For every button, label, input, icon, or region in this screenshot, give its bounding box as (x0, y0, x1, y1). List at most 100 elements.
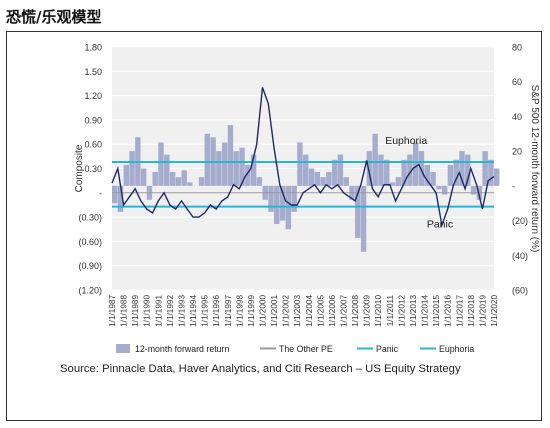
bar (337, 154, 344, 186)
x-tick-label: 1/1/2017 (455, 295, 464, 327)
bar (175, 177, 182, 186)
bar (268, 185, 274, 212)
bar (418, 151, 425, 186)
right-axis-label: S&P 500 12-month forward return (%) (529, 85, 540, 253)
bar (430, 171, 436, 186)
bar (140, 168, 147, 186)
y2-tick-label: 20 (512, 147, 522, 157)
bar (256, 177, 263, 186)
y2-tick-label: (60) (512, 286, 528, 296)
annotation-label: Panic (427, 219, 453, 231)
annotations: Euphoria Panic (385, 135, 453, 230)
bar (303, 154, 309, 186)
bar (470, 185, 477, 195)
bar (314, 171, 320, 186)
x-tick-label: 1/1/1988 (120, 295, 129, 327)
bar (447, 165, 454, 186)
bar (482, 151, 488, 186)
y-tick-label: 0.30 (84, 164, 102, 174)
bar (465, 154, 471, 186)
bar (123, 165, 129, 186)
bar (488, 159, 494, 186)
bar (436, 185, 442, 190)
bar (389, 182, 396, 186)
right-axis-ticks: 80 60 40 20 - (20) (40) (60) (512, 43, 528, 296)
y-tick-label: 0.90 (84, 115, 102, 125)
x-tick-label: 1/1/2006 (328, 295, 337, 327)
bar (152, 171, 158, 186)
y-tick-label: (0.30) (78, 213, 102, 223)
bar (459, 151, 465, 186)
x-tick-label: 1/1/2005 (316, 295, 325, 327)
bar (378, 154, 384, 186)
x-tick-label: 1/1/1996 (212, 295, 221, 327)
bar (117, 185, 124, 212)
x-tick-label: 1/1/2012 (397, 295, 406, 327)
page-title: 恐慌/乐观模型 (6, 8, 102, 26)
x-axis-ticks: 1/1/1987 1/1/1988 1/1/1989 1/1/1990 1/1/1991… (108, 295, 499, 327)
bar (326, 171, 332, 186)
threshold-lines (112, 161, 494, 208)
bar (355, 185, 361, 238)
left-axis-label: Composite (74, 144, 85, 192)
x-tick-label: 1/1/2008 (351, 295, 360, 327)
bar (453, 159, 459, 186)
y-tick-label: 1.20 (84, 91, 102, 101)
x-tick-label: 1/1/2013 (409, 295, 418, 327)
bar (494, 168, 500, 186)
bar (320, 177, 326, 186)
x-tick-label: 1/1/2019 (478, 295, 487, 327)
the-other-pe-line (111, 87, 495, 228)
bar (407, 154, 413, 186)
x-tick-label: 1/1/1999 (247, 295, 256, 327)
y-tick-label: 1.50 (84, 67, 102, 77)
bar (129, 151, 135, 186)
x-tick-label: 1/1/1993 (178, 295, 187, 327)
bar (412, 142, 419, 186)
x-tick-label: 1/1/2003 (293, 295, 302, 327)
bar (187, 182, 193, 186)
y2-tick-label: (40) (512, 251, 528, 261)
x-tick-label: 1/1/1991 (154, 295, 163, 327)
bar (112, 185, 118, 204)
x-tick-label: 1/1/2018 (467, 295, 476, 327)
bar (384, 159, 390, 186)
y2-tick-label: 60 (512, 77, 522, 87)
bar (401, 159, 407, 186)
bar (441, 185, 448, 195)
x-tick-label: 1/1/1994 (189, 295, 198, 327)
y-tick-label: 1.80 (84, 43, 102, 53)
legend-label: The Other PE (279, 344, 333, 354)
bar (291, 185, 297, 212)
x-tick-label: 1/1/1990 (143, 295, 152, 327)
x-tick-label: 1/1/2001 (270, 295, 279, 327)
y-tick-label: 0.60 (84, 140, 102, 150)
bar (169, 171, 176, 186)
bar (297, 142, 303, 186)
y-tick-label: (0.90) (78, 261, 102, 271)
legend-label: 12-month forward return (135, 344, 229, 354)
left-axis-ticks: 1.80 1.50 1.20 0.90 0.60 0.30 - (0.30) (0.60) (0.… (78, 43, 102, 296)
y2-tick-label: 80 (512, 43, 522, 53)
source-note: Source: Pinnacle Data, Haver Analytics, … (60, 363, 461, 375)
y2-tick-label: (20) (512, 216, 528, 226)
y2-tick-label: - (512, 181, 515, 191)
x-tick-label: 1/1/2002 (282, 295, 291, 327)
legend-label: Euphoria (439, 344, 474, 354)
legend-swatch (116, 344, 130, 353)
x-tick-label: 1/1/2014 (421, 295, 430, 327)
bar (366, 151, 373, 186)
bar (216, 151, 222, 186)
x-tick-label: 1/1/1997 (224, 295, 233, 327)
bar (245, 165, 251, 186)
bar (424, 165, 430, 186)
bar (395, 177, 402, 186)
bar (227, 125, 234, 186)
legend: 12-month forward return The Other PE Panic… (116, 344, 474, 354)
y2-tick-label: 40 (512, 112, 522, 122)
bar (198, 177, 205, 186)
x-tick-label: 1/1/1992 (166, 295, 175, 327)
bar (204, 133, 211, 186)
bar (343, 177, 349, 186)
